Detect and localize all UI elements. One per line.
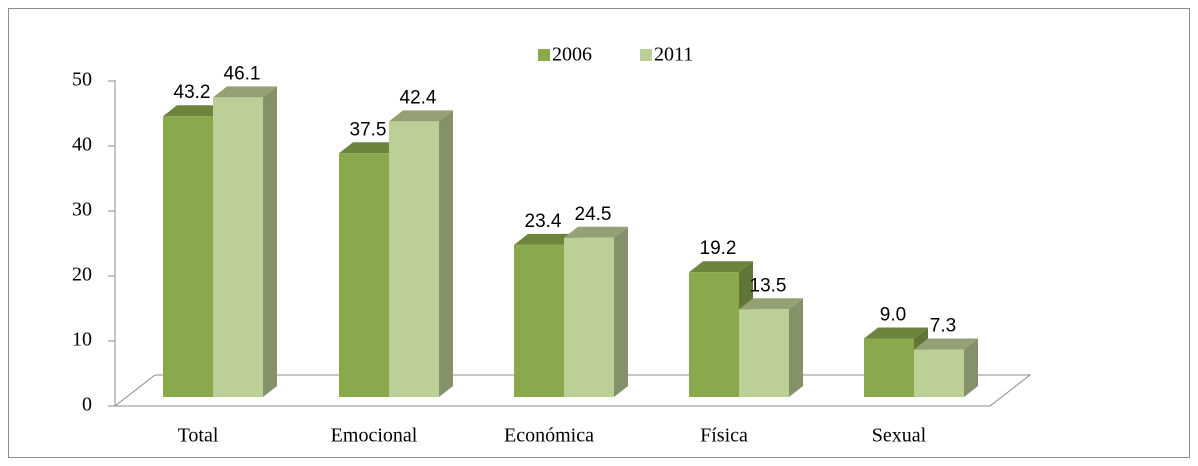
y-tick-label: 30 [72, 199, 92, 221]
value-label: 42.4 [400, 87, 437, 108]
bar-top [689, 261, 753, 273]
value-label: 24.5 [575, 204, 612, 225]
legend-label: 2011 [654, 44, 693, 66]
x-tick-label: Total [178, 425, 219, 447]
bar-front [914, 349, 964, 397]
bar-top [389, 110, 453, 122]
y-tick-label: 20 [72, 264, 92, 286]
y-tick-label: 10 [72, 329, 92, 351]
value-label: 43.2 [174, 82, 211, 103]
floor [113, 374, 1032, 407]
value-label: 23.4 [525, 211, 562, 232]
bar-top [339, 142, 403, 154]
bar-side [614, 226, 628, 397]
bar [914, 338, 978, 397]
bar-front [864, 338, 914, 397]
legend-swatch [640, 49, 652, 61]
legend-swatch [538, 49, 550, 61]
bar [389, 110, 453, 398]
y-tick-label: 0 [82, 394, 92, 416]
value-label: 9.0 [880, 305, 906, 326]
bar-side [789, 298, 803, 397]
bar-top [514, 233, 578, 245]
bar-top [914, 338, 978, 350]
value-label: 46.1 [224, 63, 261, 84]
x-tick-label: Física [700, 425, 748, 447]
bar-front [739, 309, 789, 397]
bar-side [964, 338, 978, 397]
bar-top [213, 86, 277, 98]
bar [739, 298, 803, 397]
bar-top [864, 327, 928, 339]
y-tick-label: 50 [72, 69, 92, 91]
x-tick-label: Sexual [872, 425, 927, 447]
bar-front [564, 237, 614, 397]
value-label: 19.2 [700, 238, 737, 259]
y-tick-label: 40 [72, 134, 92, 156]
bar-top [163, 105, 227, 117]
bar-side [263, 86, 277, 397]
bar-top [564, 226, 628, 238]
value-label: 37.5 [350, 119, 387, 140]
bar [213, 86, 277, 397]
bar-top [739, 298, 803, 310]
bar-front [163, 116, 213, 397]
bar-front [339, 153, 389, 397]
bar [564, 226, 628, 397]
x-tick-label: Económica [504, 425, 594, 447]
value-label: 13.5 [750, 275, 787, 296]
legend-label: 2006 [552, 44, 592, 66]
bar-front [689, 272, 739, 397]
bar-front [213, 97, 263, 397]
bar-front [389, 121, 439, 398]
x-tick-label: Emocional [331, 425, 418, 447]
bar-side [439, 110, 453, 398]
bar-front [514, 244, 564, 397]
value-label: 7.3 [930, 316, 956, 337]
